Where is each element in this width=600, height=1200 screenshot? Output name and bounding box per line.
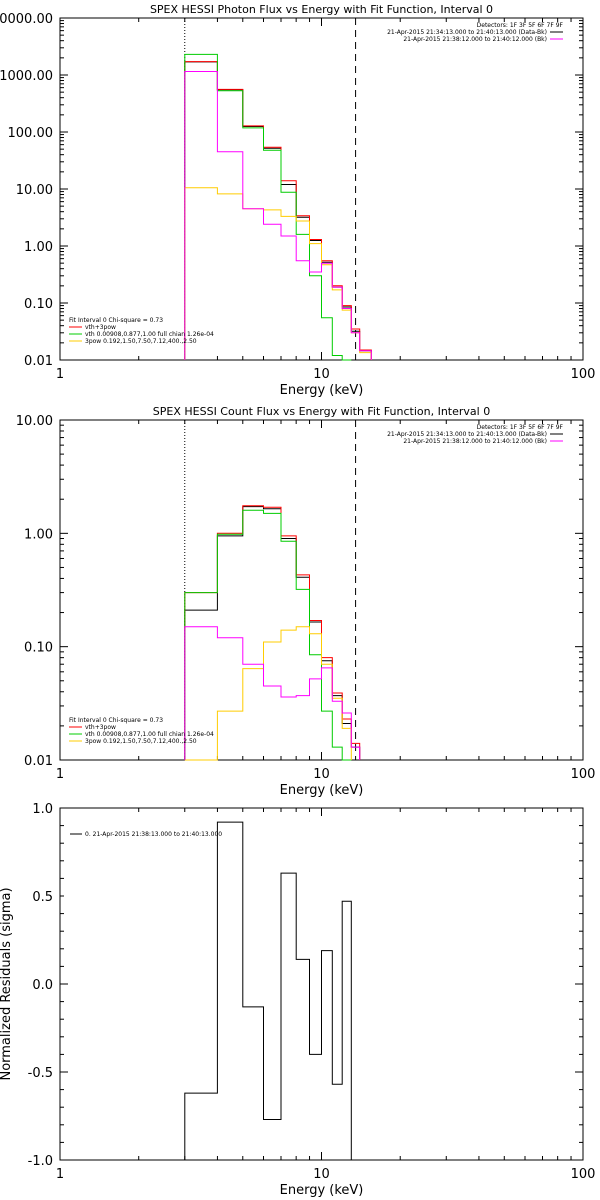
y-tick-label: 0.10 [24, 641, 53, 656]
y-tick-label: 1.0 [32, 802, 53, 817]
y-tick-label: 0.5 [32, 890, 53, 905]
legend-bottom-line: 3pow 0.192,1.50,7.50,7.12,400.,2.50 [85, 338, 197, 345]
y-tick-label: 10.00 [16, 414, 53, 429]
legend-bottom-line: vth 0.00908,0.877,1.00 full chian 1.26e-… [85, 331, 214, 338]
legend-bottom-line: vth+3pow [85, 324, 116, 331]
legend-top-line: 21-Apr-2015 21:34:13.000 to 21:40:13.000… [387, 29, 547, 36]
series-line-1 [184, 505, 361, 760]
y-tick-label: 1000.00 [0, 69, 53, 84]
legend-bottom-line: vth 0.00908,0.877,1.00 full chian 1.26e-… [85, 731, 214, 738]
legend-top-line: 21-Apr-2015 21:38:12.000 to 21:40:12.000… [403, 36, 547, 43]
legend-top-line: 21-Apr-2015 21:34:13.000 to 21:40:13.000… [387, 431, 547, 438]
y-tick-label: 10.00 [16, 183, 53, 198]
x-axis-label: Energy (keV) [280, 1183, 364, 1198]
legend-bottom-line: Fit Interval 0 Chi-square = 0.73 [69, 317, 163, 324]
legend-bottom-line: Fit Interval 0 Chi-square = 0.73 [69, 717, 163, 724]
x-tick-label: 10 [313, 1167, 330, 1182]
series-line-0 [184, 821, 352, 1160]
y-tick-label: 0.01 [24, 754, 53, 769]
series-line-2 [184, 53, 352, 361]
x-tick-label: 10 [313, 767, 330, 782]
legend-bottom-line: vth+3pow [85, 724, 116, 731]
y-tick-label: 10000.00 [0, 12, 53, 27]
series-line-2 [184, 509, 352, 761]
x-tick-label: 100 [571, 1167, 596, 1182]
legend-top-line: Detectors: 1F 3F 5F 6F 7F 9F [477, 424, 564, 431]
series-line-0 [184, 61, 372, 360]
series-line-4 [184, 626, 361, 760]
x-axis-label: Energy (keV) [280, 783, 364, 798]
x-axis-label: Energy (keV) [280, 383, 364, 398]
x-tick-label: 1 [56, 767, 64, 782]
y-tick-label: -0.5 [28, 1066, 53, 1081]
legend-top-line: 0. 21-Apr-2015 21:38:13.000 to 21:40:13.… [85, 831, 222, 838]
chart-title: SPEX HESSI Count Flux vs Energy with Fit… [153, 405, 490, 418]
x-tick-label: 100 [571, 767, 596, 782]
chart-panel-3: 1 10 100 -1.0 -0.5 0.0 0.5 1.0 Energy (keV) Norma… [0, 802, 595, 1198]
y-tick-label: 1.00 [24, 527, 53, 542]
chart-panel-1: 1 10 100 0.01 0.10 1.00 10.00 100.00 1000.00 1000… [0, 3, 595, 398]
y-tick-label: 1.00 [24, 240, 53, 255]
y-tick-label: 0.01 [24, 354, 53, 369]
legend-top-line: 21-Apr-2015 21:38:12.000 to 21:40:12.000… [403, 438, 547, 445]
x-tick-label: 1 [56, 367, 64, 382]
legend-top-line: Detectors: 1F 3F 5F 6F 7F 9F [477, 22, 564, 29]
y-tick-label: -1.0 [28, 1154, 53, 1169]
y-axis-label: Normalized Residuals (sigma) [0, 887, 14, 1080]
y-tick-label: 100.00 [8, 126, 54, 141]
x-tick-label: 1 [56, 1167, 64, 1182]
series-line-0 [184, 506, 361, 760]
y-tick-label: 0.0 [32, 978, 53, 993]
y-tick-label: 0.10 [24, 297, 53, 312]
chart-panel-2: 1 10 100 0.01 0.10 1.00 10.00 SPEX HESSI Count … [16, 405, 596, 798]
series-line-1 [184, 61, 372, 360]
x-tick-label: 100 [571, 367, 596, 382]
series-line-3 [184, 626, 352, 761]
series-line-4 [184, 71, 372, 360]
chart-title: SPEX HESSI Photon Flux vs Energy with Fi… [150, 3, 493, 16]
legend-bottom-line: 3pow 0.192,1.50,7.50,7.12,400.,2.50 [85, 738, 197, 745]
x-tick-label: 10 [313, 367, 330, 382]
